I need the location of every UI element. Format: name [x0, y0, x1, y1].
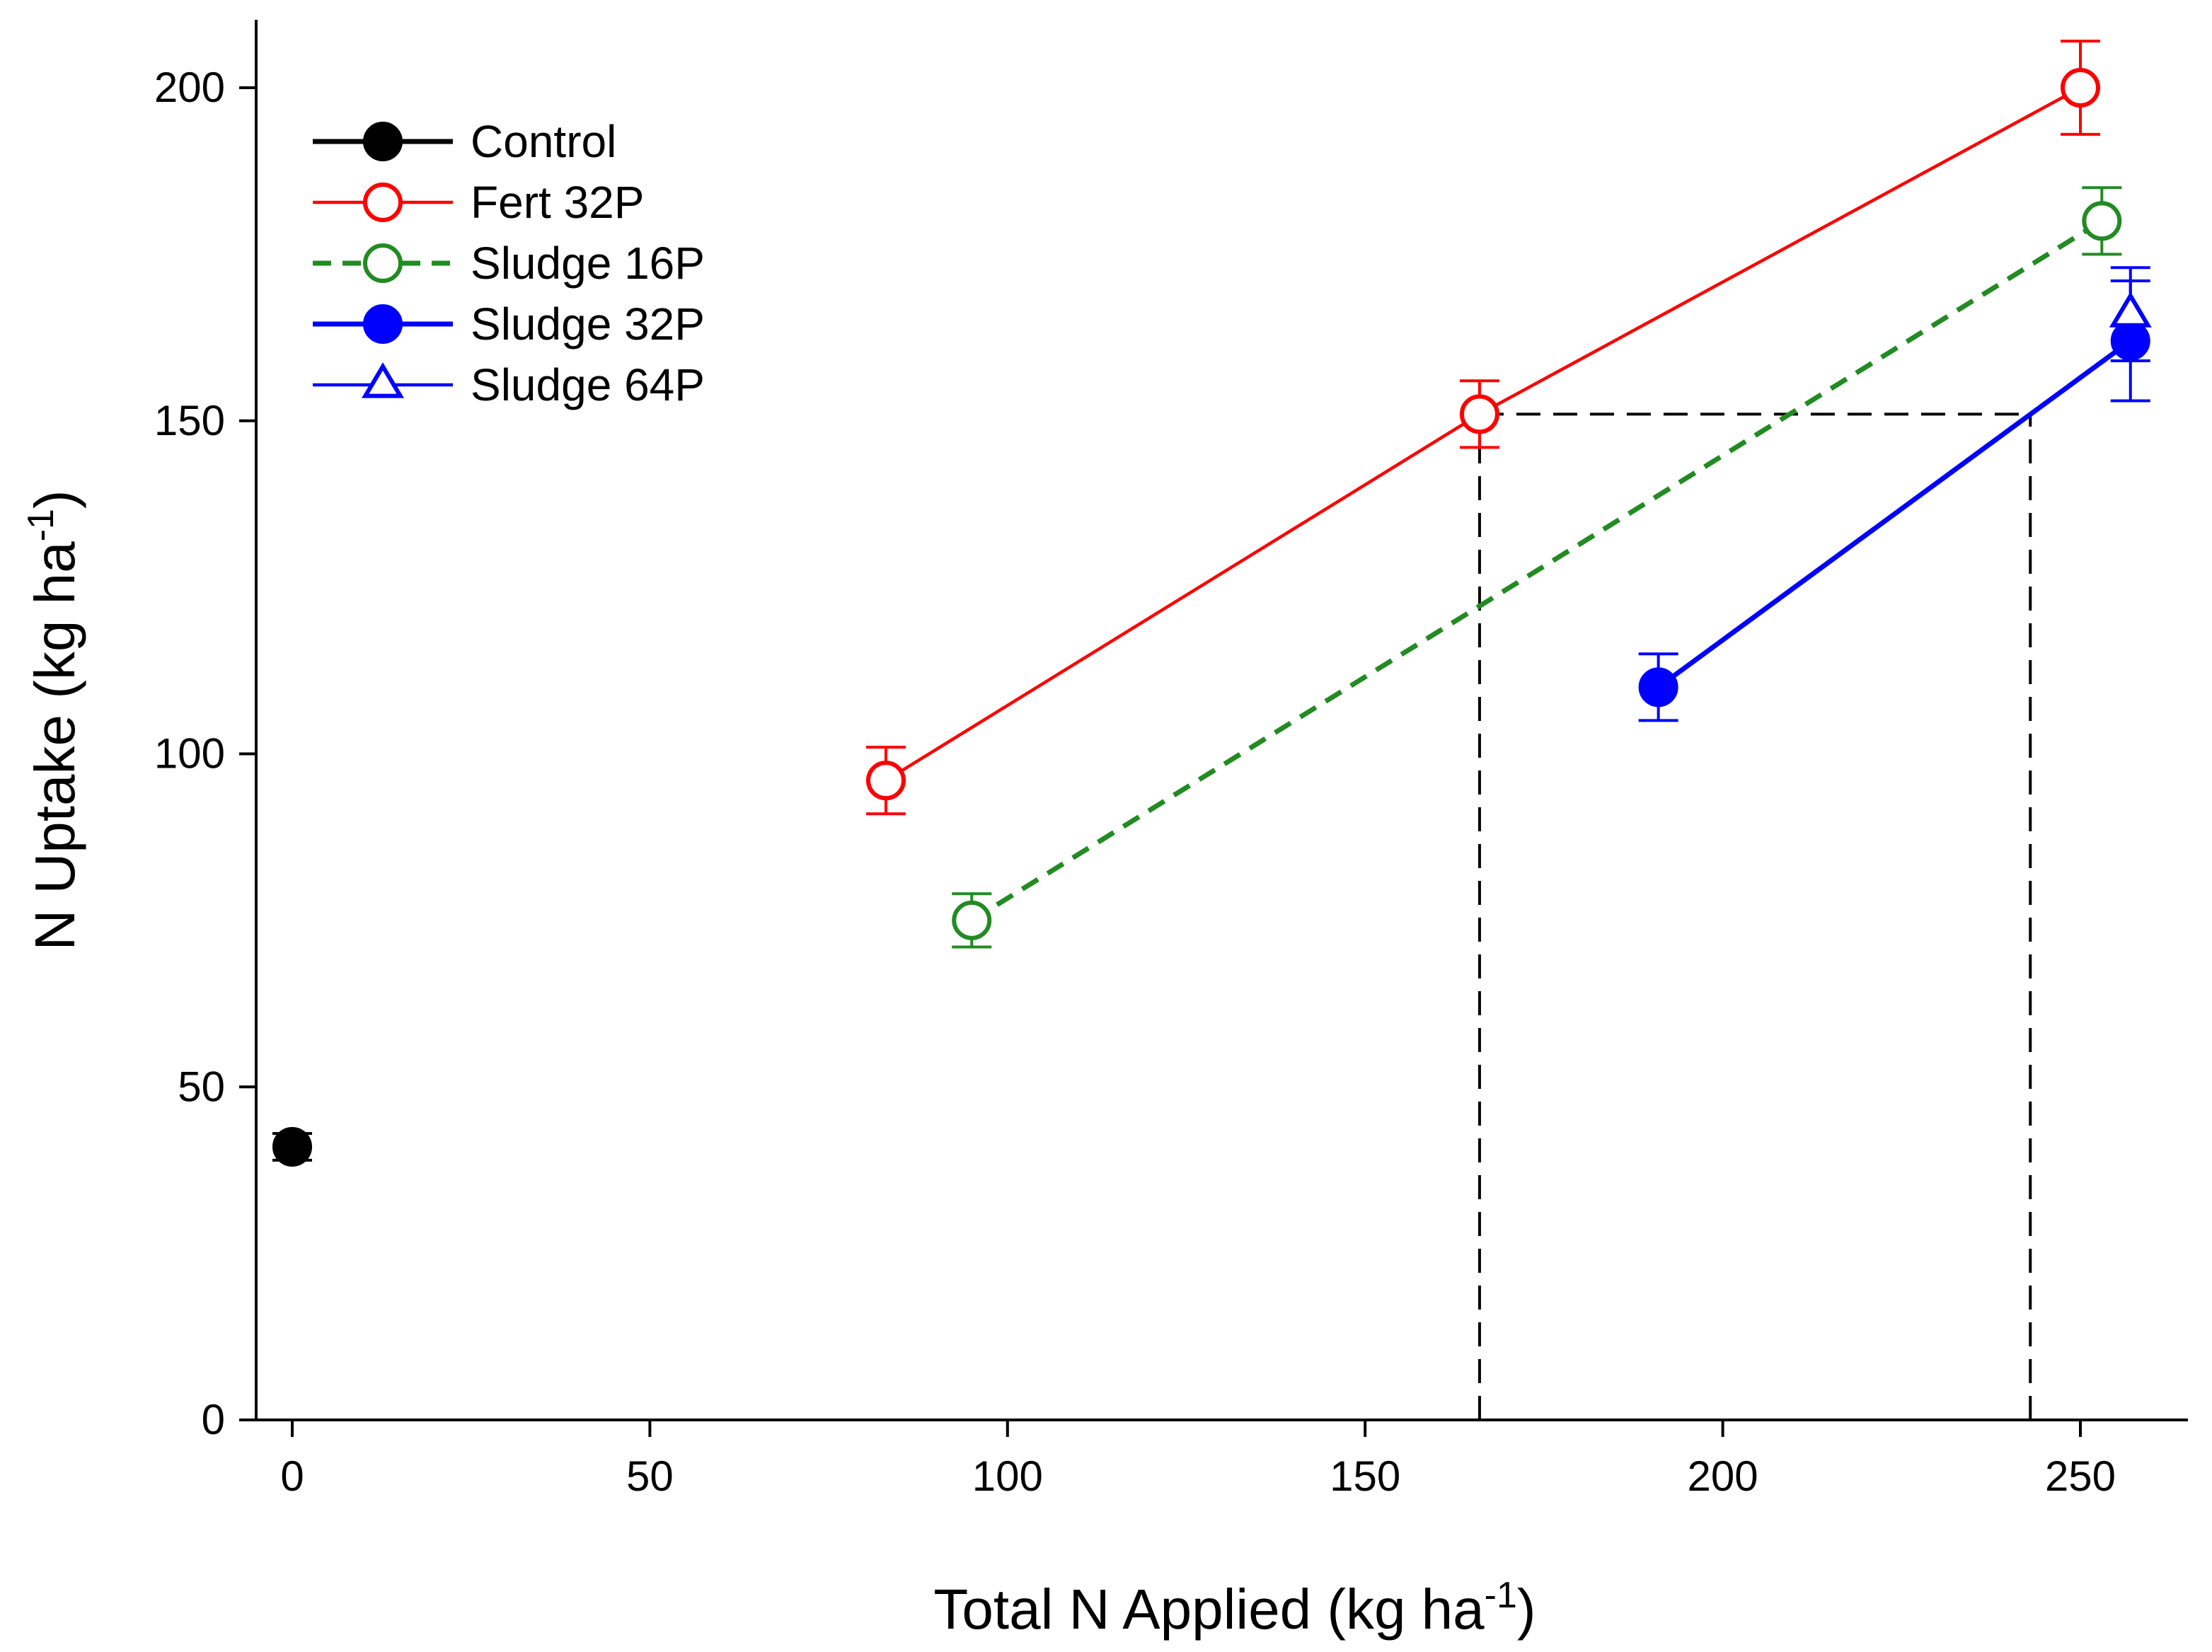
data-point-sludge-16p: [952, 900, 992, 940]
legend-item-sludge-64p: Sludge 64P: [313, 359, 705, 410]
series-line-sludge-32p: [1657, 338, 2132, 690]
data-point-sludge-32p: [1638, 667, 1678, 707]
series-sludge-64p: [2109, 266, 2152, 363]
data-point-fert-32p: [1459, 394, 1499, 434]
x-axis-title-superscript: -1: [1485, 1575, 1517, 1616]
y-tick-label: 100: [154, 730, 225, 778]
series-line-sludge-16p: [970, 219, 2104, 923]
series-fert-32p: [865, 40, 2100, 816]
data-point-fert-32p: [2061, 68, 2100, 108]
x-tick-label: 100: [972, 1452, 1043, 1500]
legend-label: Sludge 32P: [471, 299, 705, 350]
y-axis-title: N Uptake (kg ha-1): [21, 490, 86, 951]
reference-lines: [1477, 412, 2032, 1420]
data-point-control: [272, 1126, 312, 1167]
x-tick-label: 0: [280, 1452, 304, 1500]
series-sludge-32p: [1638, 279, 2150, 722]
legend-item-sludge-16p: Sludge 16P: [313, 238, 705, 289]
y-tick-label: 0: [202, 1396, 225, 1443]
legend-swatch-marker: [363, 122, 403, 161]
y-axis-title-close: ): [23, 490, 86, 509]
x-axis-title: Total N Applied (kg ha-1): [933, 1575, 1536, 1641]
legend-swatch-marker: [363, 243, 403, 283]
y-tick-label: 200: [154, 64, 225, 111]
data-point-fert-32p: [865, 761, 906, 801]
legend-label: Fert 32P: [471, 177, 644, 228]
x-axis-title-main: Total N Applied (kg ha: [933, 1578, 1485, 1641]
legend-swatch-marker: [363, 183, 403, 222]
legend-swatch-marker: [362, 362, 404, 398]
x-tick-label: 50: [626, 1452, 674, 1500]
legend-label: Sludge 64P: [471, 359, 705, 410]
x-tick-label: 150: [1330, 1452, 1400, 1500]
series-line-fert-32p: [885, 86, 2082, 782]
legend-label: Control: [471, 116, 616, 167]
series-control: [272, 1126, 312, 1167]
legend-item-fert-32p: Fert 32P: [313, 177, 644, 228]
ticks: 0 50 100 150 200 250 0 50 100 150 200: [154, 64, 2116, 1500]
legend-swatch-marker: [363, 304, 403, 344]
data-point-sludge-64p: [2109, 291, 2152, 328]
series-sludge-16p: [952, 186, 2122, 949]
legend-label: Sludge 16P: [471, 238, 705, 289]
data-point-sludge-16p: [2082, 201, 2122, 241]
x-tick-label: 200: [1688, 1452, 1758, 1500]
y-tick-label: 50: [178, 1063, 225, 1110]
legend-item-control: Control: [313, 116, 616, 167]
axes: [255, 20, 2188, 1421]
y-axis-title-main: N Uptake (kg ha: [23, 541, 86, 951]
y-axis-title-superscript: -1: [21, 509, 62, 541]
y-tick-label: 150: [154, 397, 225, 444]
series: [272, 40, 2152, 1167]
legend: Control Fert 32P Sludge 16P Sludge 32P Sludg…: [313, 116, 705, 410]
legend-item-sludge-32p: Sludge 32P: [313, 299, 705, 350]
x-axis-title-close: ): [1517, 1578, 1536, 1641]
x-tick-label: 250: [2045, 1452, 2116, 1500]
